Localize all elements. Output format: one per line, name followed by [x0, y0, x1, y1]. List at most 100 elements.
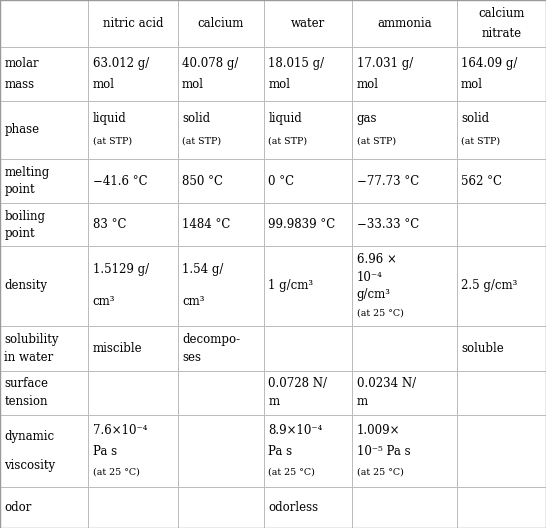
Bar	[352, 101, 456, 159]
Text: (at 25 °C): (at 25 °C)	[93, 467, 139, 476]
Bar	[264, 326, 352, 371]
Bar	[88, 246, 177, 326]
Text: mass: mass	[4, 78, 34, 91]
Text: decompo-: decompo-	[182, 333, 240, 346]
Text: mol: mol	[461, 78, 483, 91]
Text: ses: ses	[182, 351, 201, 364]
Text: 562 °C: 562 °C	[461, 175, 502, 187]
Text: mol: mol	[269, 78, 290, 91]
Bar	[177, 487, 264, 528]
Bar	[0, 203, 88, 246]
Text: 63.012 g/: 63.012 g/	[93, 57, 149, 70]
Text: −33.33 °C: −33.33 °C	[357, 218, 419, 231]
Text: water: water	[291, 17, 325, 30]
Bar	[177, 415, 264, 487]
Text: mol: mol	[357, 78, 378, 91]
Text: Pa s: Pa s	[269, 445, 293, 458]
Text: 10⁻⁵ Pa s: 10⁻⁵ Pa s	[357, 445, 410, 458]
Bar	[0, 47, 88, 101]
Text: mol: mol	[182, 78, 204, 91]
Bar	[0, 415, 88, 487]
Bar	[264, 159, 352, 203]
Bar	[88, 326, 177, 371]
Bar	[177, 246, 264, 326]
Bar	[264, 0, 352, 47]
Text: −41.6 °C: −41.6 °C	[93, 175, 147, 187]
Text: m: m	[357, 395, 368, 408]
Bar	[0, 371, 88, 415]
Bar	[456, 0, 546, 47]
Text: 850 °C: 850 °C	[182, 175, 223, 187]
Text: density: density	[4, 279, 48, 293]
Bar	[88, 0, 177, 47]
Bar	[88, 203, 177, 246]
Bar	[177, 159, 264, 203]
Text: (at 25 °C): (at 25 °C)	[357, 467, 403, 476]
Text: surface: surface	[4, 378, 49, 391]
Bar	[456, 326, 546, 371]
Text: −77.73 °C: −77.73 °C	[357, 175, 419, 187]
Bar	[88, 487, 177, 528]
Text: m: m	[269, 395, 280, 408]
Bar	[177, 326, 264, 371]
Bar	[456, 415, 546, 487]
Bar	[352, 487, 456, 528]
Text: 17.031 g/: 17.031 g/	[357, 57, 413, 70]
Bar	[0, 159, 88, 203]
Text: liquid: liquid	[93, 112, 126, 125]
Bar	[177, 371, 264, 415]
Text: odor: odor	[4, 501, 32, 514]
Text: tension: tension	[4, 395, 48, 408]
Bar	[264, 101, 352, 159]
Text: solid: solid	[461, 112, 489, 125]
Text: solid: solid	[182, 112, 210, 125]
Bar	[456, 159, 546, 203]
Bar	[264, 415, 352, 487]
Text: (at 25 °C): (at 25 °C)	[357, 308, 403, 317]
Bar	[456, 101, 546, 159]
Bar	[456, 246, 546, 326]
Text: 0 °C: 0 °C	[269, 175, 294, 187]
Text: calcium: calcium	[478, 7, 525, 20]
Bar	[352, 415, 456, 487]
Text: 1 g/cm³: 1 g/cm³	[269, 279, 313, 293]
Text: 1.009×: 1.009×	[357, 424, 400, 437]
Text: boiling: boiling	[4, 210, 45, 223]
Text: (at STP): (at STP)	[461, 137, 500, 146]
Bar	[0, 101, 88, 159]
Bar	[88, 371, 177, 415]
Text: odorless: odorless	[269, 501, 318, 514]
Bar	[352, 203, 456, 246]
Text: miscible: miscible	[93, 342, 142, 355]
Bar	[0, 326, 88, 371]
Text: g/cm³: g/cm³	[357, 288, 390, 301]
Text: ammonia: ammonia	[377, 17, 432, 30]
Text: Pa s: Pa s	[93, 445, 117, 458]
Text: 40.078 g/: 40.078 g/	[182, 57, 239, 70]
Text: 0.0234 N/: 0.0234 N/	[357, 378, 416, 391]
Bar	[264, 203, 352, 246]
Text: 8.9×10⁻⁴: 8.9×10⁻⁴	[269, 424, 323, 437]
Bar	[177, 101, 264, 159]
Text: point: point	[4, 227, 35, 240]
Text: nitric acid: nitric acid	[103, 17, 163, 30]
Text: calcium: calcium	[198, 17, 244, 30]
Bar	[88, 101, 177, 159]
Text: (at STP): (at STP)	[182, 137, 221, 146]
Text: solubility: solubility	[4, 333, 59, 346]
Bar	[264, 246, 352, 326]
Text: 99.9839 °C: 99.9839 °C	[269, 218, 336, 231]
Text: point: point	[4, 183, 35, 196]
Text: 83 °C: 83 °C	[93, 218, 126, 231]
Text: cm³: cm³	[182, 296, 205, 308]
Text: nitrate: nitrate	[481, 27, 521, 40]
Text: 1484 °C: 1484 °C	[182, 218, 230, 231]
Bar	[352, 47, 456, 101]
Text: 18.015 g/: 18.015 g/	[269, 57, 324, 70]
Bar	[177, 0, 264, 47]
Bar	[0, 487, 88, 528]
Bar	[352, 326, 456, 371]
Text: dynamic: dynamic	[4, 430, 55, 444]
Text: 6.96 ×: 6.96 ×	[357, 253, 396, 266]
Text: gas: gas	[357, 112, 377, 125]
